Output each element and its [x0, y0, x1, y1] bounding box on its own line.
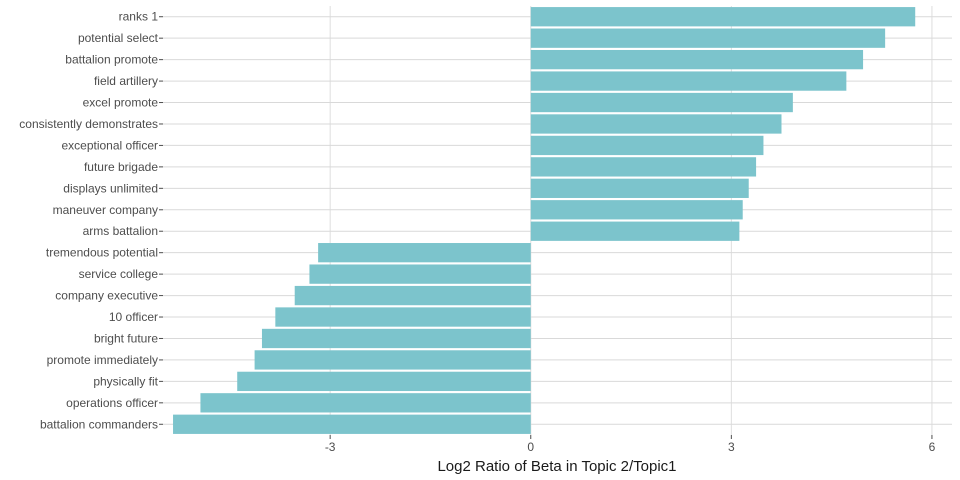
bar — [530, 221, 740, 241]
bar — [530, 7, 916, 27]
y-tick-label: ranks 1 — [119, 10, 159, 24]
x-tick-label: 0 — [527, 440, 534, 454]
y-tick-label: maneuver company — [53, 203, 158, 217]
bar — [530, 157, 757, 177]
y-tick-label: excel promote — [83, 96, 159, 110]
bar — [200, 393, 531, 413]
x-tick-label: 3 — [728, 440, 735, 454]
y-axis-tick-labels: ranks 1 potential select battalion promote… — [19, 10, 163, 431]
y-tick-label: promote immediately — [47, 353, 158, 367]
bar — [530, 114, 782, 134]
bar — [309, 264, 531, 284]
y-tick-label: service college — [79, 267, 159, 281]
bar — [261, 328, 531, 349]
y-tick-label: battalion promote — [65, 53, 158, 67]
bar — [530, 71, 847, 91]
y-tick-label: consistently demonstrates — [19, 117, 158, 131]
y-tick-label: physically fit — [93, 374, 158, 388]
y-tick-label: operations officer — [66, 396, 158, 410]
y-tick-label: tremendous potential — [46, 246, 158, 260]
gridlines — [163, 6, 952, 435]
y-tick-label: company executive — [55, 289, 158, 303]
y-tick-label: 10 officer — [109, 310, 158, 324]
bar — [254, 350, 531, 370]
bar — [530, 200, 743, 220]
x-axis-label: Log2 Ratio of Beta in Topic 2/Topic1 — [437, 458, 676, 475]
bar — [318, 243, 531, 263]
y-tick-label: bright future — [94, 331, 158, 345]
x-tick-label: 6 — [929, 440, 936, 454]
bar — [294, 285, 531, 306]
bar — [275, 307, 531, 327]
bar — [530, 135, 764, 156]
y-tick-label: arms battalion — [83, 224, 158, 238]
y-tick-label: field artillery — [94, 74, 158, 88]
bar — [530, 28, 886, 48]
y-tick-label: battalion commanders — [40, 417, 158, 431]
x-tick-label: -3 — [325, 440, 336, 454]
bar — [237, 371, 531, 392]
bar — [530, 178, 749, 198]
y-tick-label: exceptional officer — [61, 138, 158, 152]
bar — [173, 414, 531, 434]
x-axis-tick-labels: -3 0 3 6 — [325, 435, 936, 454]
y-tick-label: potential select — [78, 31, 159, 45]
bars — [173, 7, 916, 434]
bar — [530, 49, 864, 70]
bar — [530, 92, 793, 113]
y-tick-label: future brigade — [84, 160, 158, 174]
y-tick-label: displays unlimited — [63, 181, 158, 195]
